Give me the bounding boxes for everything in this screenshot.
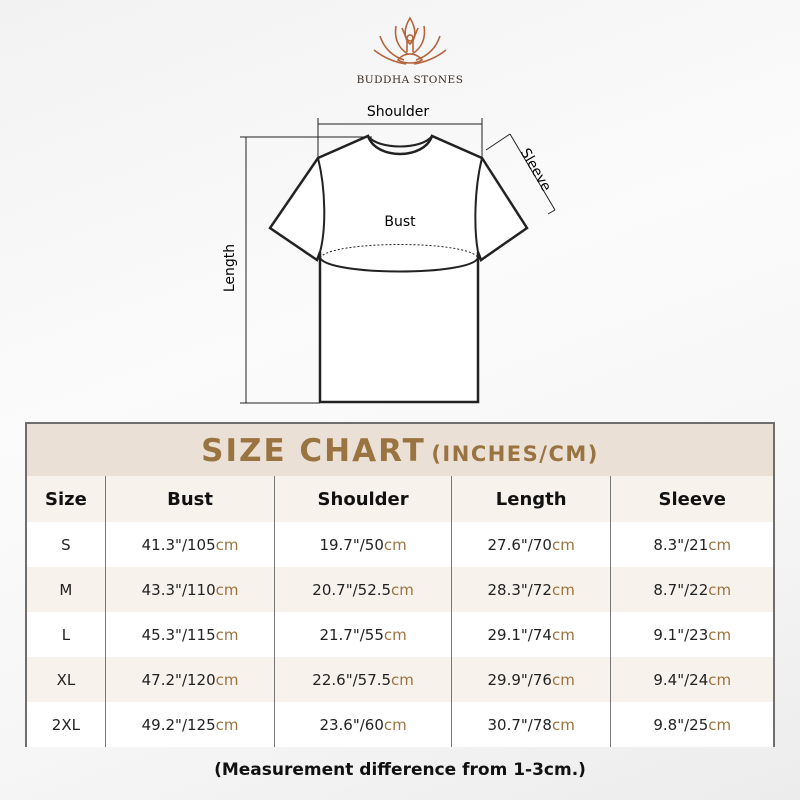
- brand-name: BUDDHA STONES: [356, 74, 464, 86]
- column-header: Length: [450, 476, 611, 522]
- table-row: XL 47.2"/120 cm 22.6"/57.5 cm 29.9"/76 cm 9.4"/…: [27, 657, 773, 702]
- measurement-cell: 45.3"/115 cm: [104, 612, 275, 657]
- measurement-cell: 21.7"/55 cm: [274, 612, 451, 657]
- measurement-cell: 19.7"/50 cm: [274, 522, 451, 567]
- size-cell: L: [61, 625, 71, 644]
- value: 45.3"/115: [141, 625, 216, 644]
- unit: cm: [708, 535, 732, 554]
- measurement-cell: 41.3"/105 cm: [104, 522, 275, 567]
- sleeve-measure-line: [485, 133, 556, 215]
- value: 9.1"/23: [653, 625, 709, 644]
- value: 29.1"/74: [487, 625, 552, 644]
- tshirt-outline: [268, 134, 529, 404]
- value: 30.7"/78: [487, 715, 552, 734]
- table-header-row: Size Bust Shoulder Length Sleeve: [27, 476, 773, 522]
- unit: cm: [551, 715, 575, 734]
- value: 29.9"/76: [487, 670, 552, 689]
- shoulder-label: Shoulder: [367, 104, 430, 120]
- length-measure-line: [240, 136, 372, 404]
- size-chart-table: SIZE CHART (INCHES/CM) Size Bust Shoulder L…: [25, 422, 775, 747]
- lotus-logo-icon: [373, 16, 447, 65]
- measurement-cell: 22.6"/57.5 cm: [274, 657, 451, 702]
- title-units: (INCHES/CM): [431, 442, 599, 466]
- value: 23.6"/60: [319, 715, 384, 734]
- measurement-cell: 20.7"/52.5 cm: [274, 567, 451, 612]
- tshirt-diagram: Shoulder Bust Length Sleeve: [222, 104, 556, 404]
- size-cell: XL: [56, 670, 76, 689]
- value: 8.3"/21: [653, 535, 709, 554]
- table-row: M 43.3"/110 cm 20.7"/52.5 cm 28.3"/72 cm 8.7"/2…: [27, 567, 773, 612]
- table-row: 2XL 49.2"/125 cm 23.6"/60 cm 30.7"/78 cm 9.8"/2…: [27, 702, 773, 747]
- measurement-cell: 30.7"/78 cm: [450, 702, 611, 747]
- unit: cm: [708, 715, 732, 734]
- measurement-cell: 29.9"/76 cm: [450, 657, 611, 702]
- shoulder-measure-line: [317, 118, 483, 160]
- length-label: Length: [222, 244, 238, 292]
- value: 8.7"/22: [653, 580, 709, 599]
- unit: cm: [708, 580, 732, 599]
- value: 20.7"/52.5: [312, 580, 392, 599]
- bust-label: Bust: [384, 214, 416, 230]
- value: 41.3"/105: [141, 535, 216, 554]
- measurement-cell: 28.3"/72 cm: [450, 567, 611, 612]
- unit: cm: [551, 625, 575, 644]
- size-cell: M: [59, 580, 73, 599]
- value: 47.2"/120: [141, 670, 216, 689]
- column-header: Size: [44, 488, 87, 510]
- value: 9.4"/24: [653, 670, 709, 689]
- measurement-note: (Measurement difference from 1-3cm.): [214, 760, 586, 780]
- value: 19.7"/50: [319, 535, 384, 554]
- unit: cm: [215, 580, 239, 599]
- unit: cm: [215, 625, 239, 644]
- title-text: SIZE CHART: [201, 433, 426, 469]
- size-chart-title: SIZE CHART (INCHES/CM): [27, 424, 773, 476]
- value: 27.6"/70: [487, 535, 552, 554]
- table-row: S 41.3"/105 cm 19.7"/50 cm 27.6"/70 cm 8.3"/21 c…: [27, 522, 773, 567]
- unit: cm: [551, 580, 575, 599]
- unit: cm: [391, 670, 414, 689]
- value: 21.7"/55: [319, 625, 384, 644]
- value: 49.2"/125: [141, 715, 216, 734]
- unit: cm: [383, 625, 407, 644]
- column-header: Shoulder: [274, 476, 451, 522]
- measurement-cell: 9.4"/24 cm: [610, 657, 773, 702]
- table-row: L 45.3"/115 cm 21.7"/55 cm 29.1"/74 cm 9.1"/23 c…: [27, 612, 773, 657]
- measurement-cell: 47.2"/120 cm: [104, 657, 275, 702]
- size-cell: S: [61, 535, 71, 554]
- measurement-cell: 8.7"/22 cm: [610, 567, 773, 612]
- unit: cm: [391, 580, 414, 599]
- measurement-cell: 49.2"/125 cm: [104, 702, 275, 747]
- measurement-cell: 9.8"/25 cm: [610, 702, 773, 747]
- measurement-cell: 27.6"/70 cm: [450, 522, 611, 567]
- value: 9.8"/25: [653, 715, 709, 734]
- sleeve-label: Sleeve: [517, 146, 554, 195]
- unit: cm: [215, 535, 239, 554]
- unit: cm: [551, 535, 575, 554]
- unit: cm: [383, 715, 407, 734]
- unit: cm: [215, 715, 239, 734]
- unit: cm: [383, 535, 407, 554]
- column-header: Sleeve: [610, 476, 773, 522]
- measurement-cell: 8.3"/21 cm: [610, 522, 773, 567]
- column-header: Bust: [104, 476, 275, 522]
- value: 28.3"/72: [487, 580, 552, 599]
- unit: cm: [708, 670, 732, 689]
- measurement-cell: 23.6"/60 cm: [274, 702, 451, 747]
- measurement-cell: 9.1"/23 cm: [610, 612, 773, 657]
- unit: cm: [708, 625, 732, 644]
- unit: cm: [551, 670, 575, 689]
- measurement-cell: 29.1"/74 cm: [450, 612, 611, 657]
- brand-logo: BUDDHA STONES: [340, 14, 480, 86]
- value: 22.6"/57.5: [312, 670, 392, 689]
- measurement-cell: 43.3"/110 cm: [104, 567, 275, 612]
- size-cell: 2XL: [51, 715, 80, 734]
- value: 43.3"/110: [141, 580, 216, 599]
- unit: cm: [215, 670, 239, 689]
